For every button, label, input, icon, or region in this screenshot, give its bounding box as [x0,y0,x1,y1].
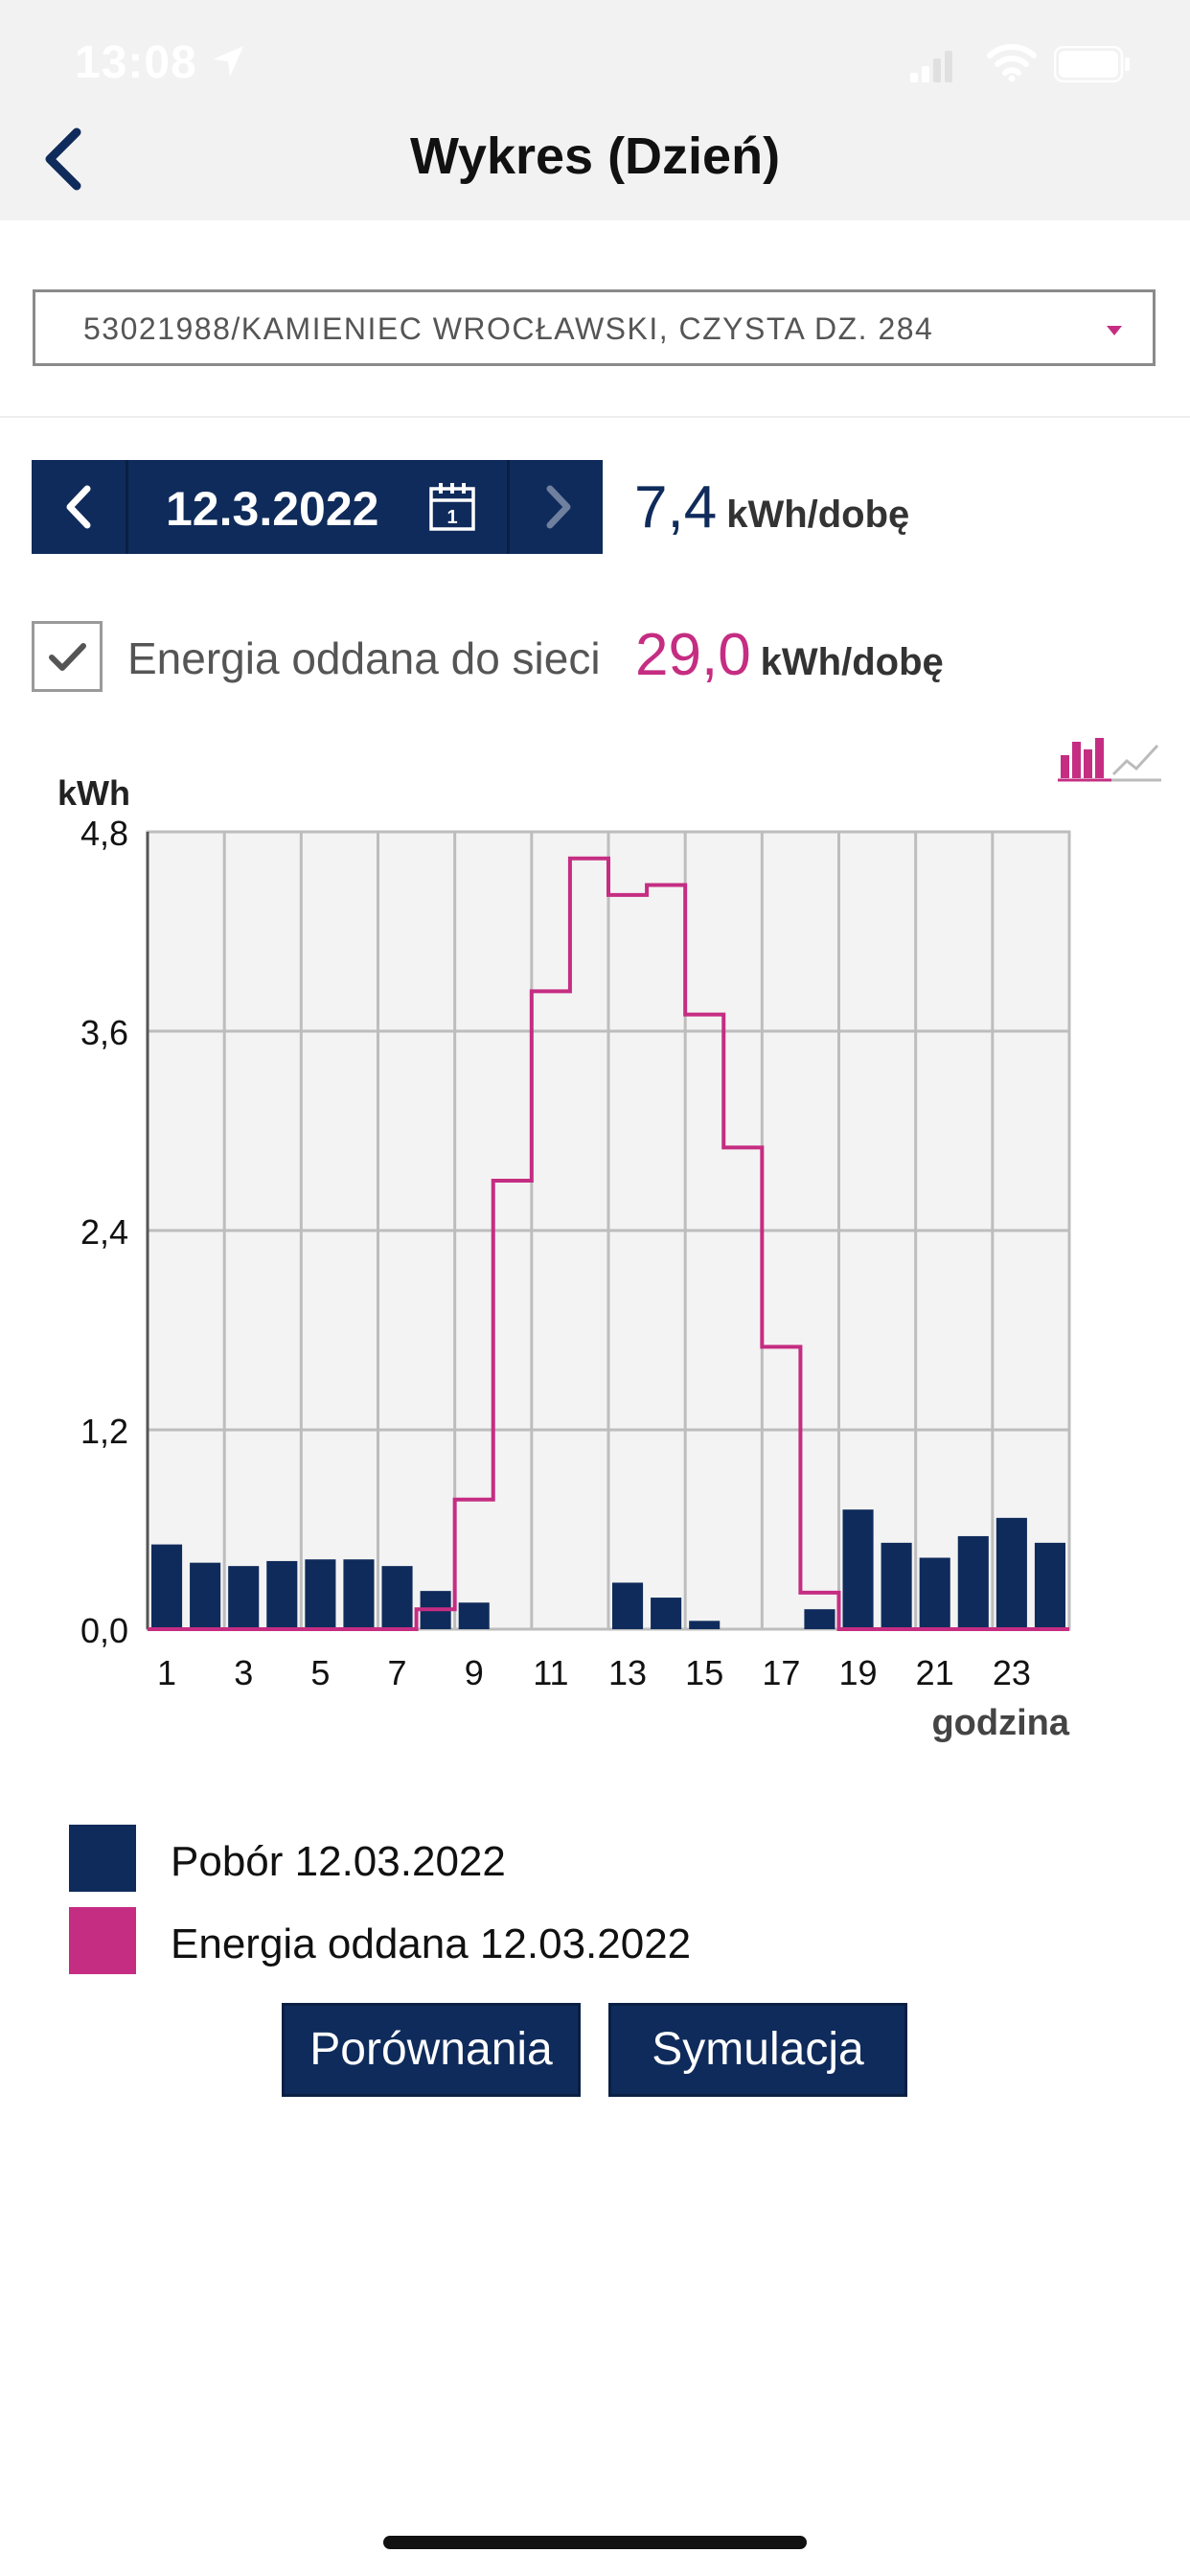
daily-consumption: 7,4 kWh/dobę [634,473,909,541]
line-chart-toggle-icon[interactable] [1111,738,1161,789]
consumption-bar [228,1566,260,1629]
consumption-bar [957,1535,989,1629]
x-tick-label: 21 [916,1653,954,1692]
export-value-unit: kWh/dobę [760,641,944,683]
y-axis-label: kWh [57,773,130,813]
compare-button[interactable]: Porównania [282,2003,581,2097]
battery-icon [1053,45,1131,87]
daily-consumption-unit: kWh/dobę [726,494,910,536]
x-tick-label: 13 [608,1653,647,1692]
consumption-bar [881,1542,912,1629]
x-tick-label: 11 [533,1653,568,1692]
meter-select[interactable]: 53021988/KAMIENIEC WROCŁAWSKI, CZYSTA DZ… [33,289,1156,366]
page-title: Wykres (Dzień) [409,127,781,185]
x-tick-label: 15 [685,1653,723,1692]
top-area [0,0,1190,220]
consumption-bar [343,1559,375,1629]
consumption-bar [266,1560,298,1629]
legend-label-export: Energia oddana 12.03.2022 [171,1920,692,1967]
divider [0,416,1190,418]
consumption-bar [804,1609,835,1629]
caret-down-icon [1105,323,1124,343]
consumption-bar [919,1557,950,1629]
export-daily-value: 29,0 kWh/dobę [635,621,944,689]
x-tick-label: 7 [388,1653,407,1692]
x-tick-label: 3 [234,1653,253,1692]
consumption-bar [381,1566,413,1629]
consumption-bar [995,1517,1027,1629]
meter-select-value: 53021988/KAMIENIEC WROCŁAWSKI, CZYSTA DZ… [83,311,934,346]
x-tick-label: 1 [157,1653,176,1692]
export-checkbox[interactable] [32,621,103,692]
chevron-left-icon [45,127,81,191]
export-label: Energia oddana do sieci [127,633,601,683]
simulate-button[interactable]: Symulacja [608,2003,907,2097]
y-tick-label: 3,6 [80,1013,128,1052]
export-value-number: 29,0 [635,622,751,688]
consumption-bar [612,1582,644,1629]
x-axis-label: godzina [931,1703,1069,1743]
x-tick-label: 5 [310,1653,330,1692]
consumption-bar [151,1544,183,1629]
x-tick-label: 9 [465,1653,484,1692]
back-button[interactable] [34,121,92,197]
x-tick-label: 17 [762,1653,800,1692]
y-tick-label: 1,2 [80,1412,128,1451]
consumption-bar [458,1602,490,1629]
y-tick-label: 2,4 [80,1212,128,1252]
consumption-bar [1034,1542,1065,1629]
calendar-icon: 1 [428,481,476,538]
export-toggle-row: Energia oddana do sieci 29,0 kWh/dobę [32,621,1162,692]
chevron-right-icon [546,485,571,529]
consumption-bar [305,1559,336,1629]
y-tick-label: 0,0 [80,1611,128,1650]
date-picker-button[interactable]: 12.3.2022 1 [127,460,503,554]
consumption-bar [651,1598,682,1629]
wifi-icon [987,40,1037,87]
daily-consumption-value: 7,4 [634,474,718,540]
consumption-bar [842,1509,874,1629]
legend-swatch-export [69,1907,136,1974]
status-time: 13:08 [75,37,197,88]
status-bar: 13:08 [0,0,1190,128]
legend-swatch-consumption [69,1825,136,1892]
cellular-signal-icon [910,50,956,87]
previous-day-button[interactable] [32,460,128,554]
consumption-bar [689,1621,721,1629]
x-tick-label: 23 [993,1653,1031,1692]
next-day-button[interactable] [507,460,606,554]
x-tick-label: 19 [839,1653,878,1692]
consumption-bar [190,1562,221,1629]
selected-date: 12.3.2022 [166,482,379,536]
chevron-left-icon [66,485,91,529]
svg-text:1: 1 [446,507,457,528]
bar-chart-toggle-icon[interactable] [1058,734,1111,789]
location-arrow-icon [209,42,247,85]
y-tick-label: 4,8 [80,814,128,853]
legend-label-consumption: Pobór 12.03.2022 [171,1838,506,1885]
date-navigator: 12.3.2022 1 [32,460,603,554]
export-step-line [148,856,1069,1631]
checkmark-icon [49,643,86,671]
home-indicator [383,2536,807,2549]
hourly-energy-chart: kWh godzina 0,01,22,43,64,81 3 5 7 9 11 13 15 17… [57,773,1071,1743]
